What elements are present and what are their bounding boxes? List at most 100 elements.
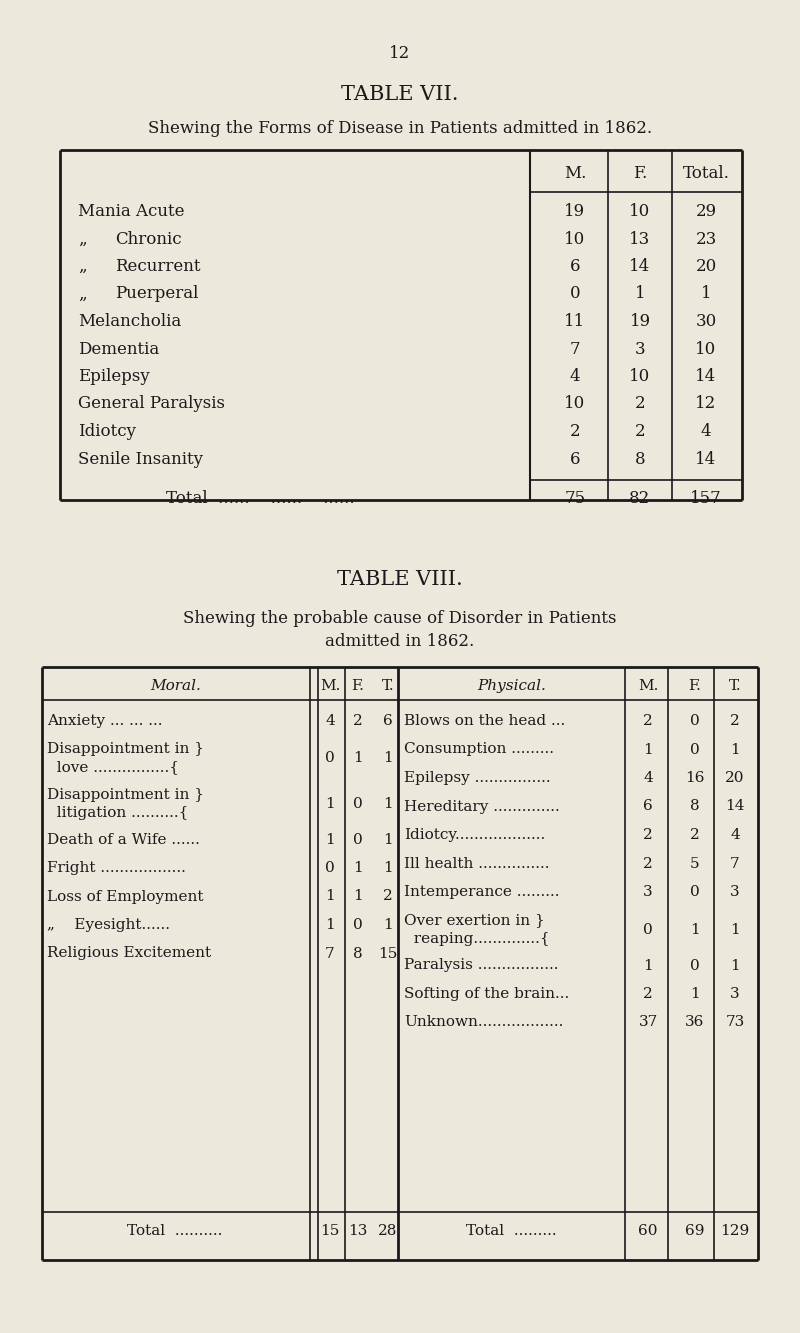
Text: 0: 0 <box>353 797 363 810</box>
Text: 6: 6 <box>383 714 393 728</box>
Text: 2: 2 <box>643 714 653 728</box>
Text: Over exertion in }: Over exertion in } <box>404 913 545 928</box>
Text: Blows on the head ...: Blows on the head ... <box>404 714 566 728</box>
Text: Total.: Total. <box>682 165 730 183</box>
Text: Shewing the probable cause of Disorder in Patients: Shewing the probable cause of Disorder i… <box>183 611 617 627</box>
Text: 6: 6 <box>570 259 580 275</box>
Text: Idiotcy: Idiotcy <box>78 423 136 440</box>
Text: Death of a Wife ......: Death of a Wife ...... <box>47 833 200 846</box>
Text: Dementia: Dementia <box>78 340 159 357</box>
Text: 0: 0 <box>690 958 700 973</box>
Text: 19: 19 <box>565 203 586 220</box>
Text: 11: 11 <box>564 313 586 331</box>
Text: 0: 0 <box>325 752 335 765</box>
Text: 1: 1 <box>325 918 335 932</box>
Text: 82: 82 <box>630 491 650 507</box>
Text: admitted in 1862.: admitted in 1862. <box>326 633 474 651</box>
Text: 4: 4 <box>730 828 740 842</box>
Text: 1: 1 <box>643 742 653 757</box>
Text: litigation ..........{: litigation ..........{ <box>47 805 188 820</box>
Text: reaping..............{: reaping..............{ <box>404 932 550 945</box>
Text: 1: 1 <box>383 797 393 810</box>
Text: 157: 157 <box>690 491 722 507</box>
Text: 0: 0 <box>690 885 700 898</box>
Text: 4: 4 <box>325 714 335 728</box>
Text: 19: 19 <box>630 313 650 331</box>
Text: 37: 37 <box>638 1016 658 1029</box>
Text: 2: 2 <box>690 828 700 842</box>
Text: 14: 14 <box>630 259 650 275</box>
Text: Loss of Employment: Loss of Employment <box>47 889 203 904</box>
Text: 16: 16 <box>686 770 705 785</box>
Text: 0: 0 <box>690 714 700 728</box>
Text: Idiotcy...................: Idiotcy................... <box>404 828 546 842</box>
Text: 4: 4 <box>701 423 711 440</box>
Text: 2: 2 <box>730 714 740 728</box>
Text: 0: 0 <box>643 922 653 937</box>
Text: Epilepsy: Epilepsy <box>78 368 150 385</box>
Text: 5: 5 <box>690 857 700 870</box>
Text: Disappointment in }: Disappointment in } <box>47 788 204 801</box>
Text: 10: 10 <box>564 396 586 412</box>
Text: 30: 30 <box>695 313 717 331</box>
Text: Puerperal: Puerperal <box>115 285 198 303</box>
Text: 1: 1 <box>730 742 740 757</box>
Text: Anxiety ... ... ...: Anxiety ... ... ... <box>47 714 162 728</box>
Text: F.: F. <box>633 165 647 183</box>
Text: Unknown..................: Unknown.................. <box>404 1016 563 1029</box>
Text: 0: 0 <box>353 833 363 846</box>
Text: Senile Insanity: Senile Insanity <box>78 451 203 468</box>
Text: 3: 3 <box>643 885 653 898</box>
Text: 1: 1 <box>730 922 740 937</box>
Text: 4: 4 <box>643 770 653 785</box>
Text: 4: 4 <box>570 368 580 385</box>
Text: „: „ <box>78 285 86 303</box>
Text: Total  ......    ......    ......: Total ...... ...... ...... <box>166 491 354 507</box>
Text: 20: 20 <box>695 259 717 275</box>
Text: F.: F. <box>689 678 702 693</box>
Text: 69: 69 <box>686 1224 705 1238</box>
Text: 1: 1 <box>690 986 700 1001</box>
Text: 12: 12 <box>390 45 410 63</box>
Text: 1: 1 <box>325 797 335 810</box>
Text: 1: 1 <box>730 958 740 973</box>
Text: 6: 6 <box>570 451 580 468</box>
Text: Total  .........: Total ......... <box>466 1224 557 1238</box>
Text: 60: 60 <box>638 1224 658 1238</box>
Text: 8: 8 <box>634 451 646 468</box>
Text: „: „ <box>78 259 86 275</box>
Text: Physical.: Physical. <box>477 678 546 693</box>
Text: 10: 10 <box>630 203 650 220</box>
Text: 2: 2 <box>643 857 653 870</box>
Text: love ................{: love ................{ <box>47 761 179 774</box>
Text: 0: 0 <box>325 861 335 874</box>
Text: 2: 2 <box>570 423 580 440</box>
Text: 7: 7 <box>730 857 740 870</box>
Text: Mania Acute: Mania Acute <box>78 203 185 220</box>
Text: 1: 1 <box>353 889 363 904</box>
Text: TABLE VII.: TABLE VII. <box>342 85 458 104</box>
Text: 12: 12 <box>695 396 717 412</box>
Text: Chronic: Chronic <box>115 231 182 248</box>
Text: 10: 10 <box>630 368 650 385</box>
Text: 14: 14 <box>695 451 717 468</box>
Text: 15: 15 <box>378 946 398 961</box>
Text: Epilepsy ................: Epilepsy ................ <box>404 770 550 785</box>
Text: 2: 2 <box>353 714 363 728</box>
Text: 14: 14 <box>695 368 717 385</box>
Text: 3: 3 <box>730 986 740 1001</box>
Text: 129: 129 <box>720 1224 750 1238</box>
Text: 8: 8 <box>353 946 363 961</box>
Text: „    Eyesight......: „ Eyesight...... <box>47 918 170 932</box>
Text: General Paralysis: General Paralysis <box>78 396 225 412</box>
Text: T.: T. <box>382 678 394 693</box>
Text: 3: 3 <box>634 340 646 357</box>
Text: M.: M. <box>320 678 340 693</box>
Text: 10: 10 <box>564 231 586 248</box>
Text: 1: 1 <box>383 833 393 846</box>
Text: 2: 2 <box>634 423 646 440</box>
Text: 3: 3 <box>730 885 740 898</box>
Text: Ill health ...............: Ill health ............... <box>404 857 550 870</box>
Text: Consumption .........: Consumption ......... <box>404 742 554 757</box>
Text: Hereditary ..............: Hereditary .............. <box>404 800 560 813</box>
